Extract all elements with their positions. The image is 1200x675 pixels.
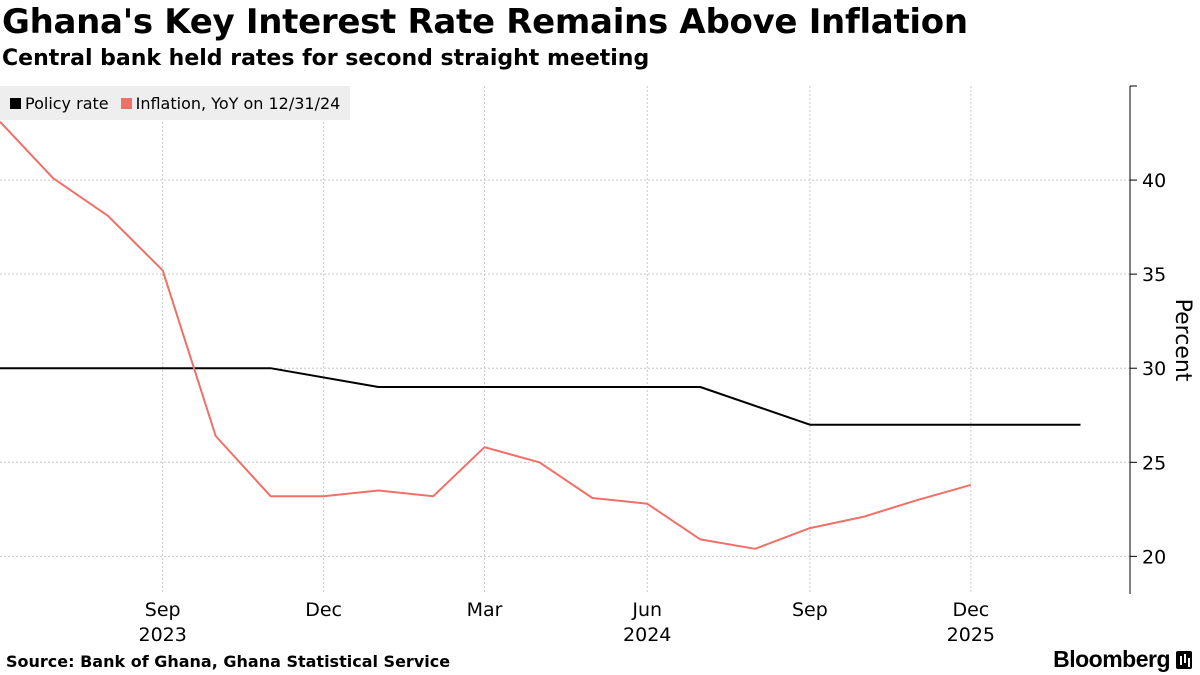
chart-legend: Policy rate Inflation, YoY on 12/31/24	[0, 86, 351, 120]
series-lines	[0, 121, 1081, 550]
x-tick-label: Dec	[952, 599, 989, 621]
chart-title: Ghana's Key Interest Rate Remains Above …	[2, 2, 968, 42]
x-tick-label: Dec	[305, 599, 342, 621]
y-tick-label: 25	[1142, 452, 1166, 474]
y-tick-label: 20	[1142, 546, 1166, 568]
y-tick-label: 35	[1142, 264, 1166, 286]
brand-logo: Bloomberg	[1053, 646, 1192, 673]
x-tick-label: Jun	[631, 599, 662, 621]
x-year-label: 2025	[947, 624, 995, 646]
gridlines	[0, 86, 1130, 594]
source-note: Source: Bank of Ghana, Ghana Statistical…	[6, 652, 451, 671]
x-tick-label: Mar	[467, 599, 503, 621]
x-tick-label: Sep	[792, 599, 828, 621]
brand-name: Bloomberg	[1053, 646, 1170, 672]
x-year-label: 2023	[139, 624, 187, 646]
legend-label-policy-rate: Policy rate	[25, 93, 109, 113]
series-line-policy-rate	[0, 367, 1081, 426]
series-line-inflation-yoy-on-12-31-24	[0, 121, 972, 550]
legend-label-inflation: Inflation, YoY on 12/31/24	[135, 93, 341, 113]
y-tick-label: 40	[1142, 170, 1166, 192]
y-tick-label: 30	[1142, 358, 1166, 380]
inflation-swatch-icon	[120, 97, 132, 109]
legend-item-inflation: Inflation, YoY on 12/31/24	[120, 93, 341, 113]
legend-item-policy-rate: Policy rate	[10, 94, 109, 113]
bloomberg-terminal-icon	[1176, 650, 1192, 669]
y-axis-title: Percent	[1170, 299, 1195, 382]
chart-subtitle: Central bank held rates for second strai…	[2, 46, 650, 71]
x-year-label: 2024	[623, 624, 671, 646]
x-tick-label: Sep	[145, 599, 181, 621]
policy-rate-swatch-icon	[10, 97, 21, 109]
